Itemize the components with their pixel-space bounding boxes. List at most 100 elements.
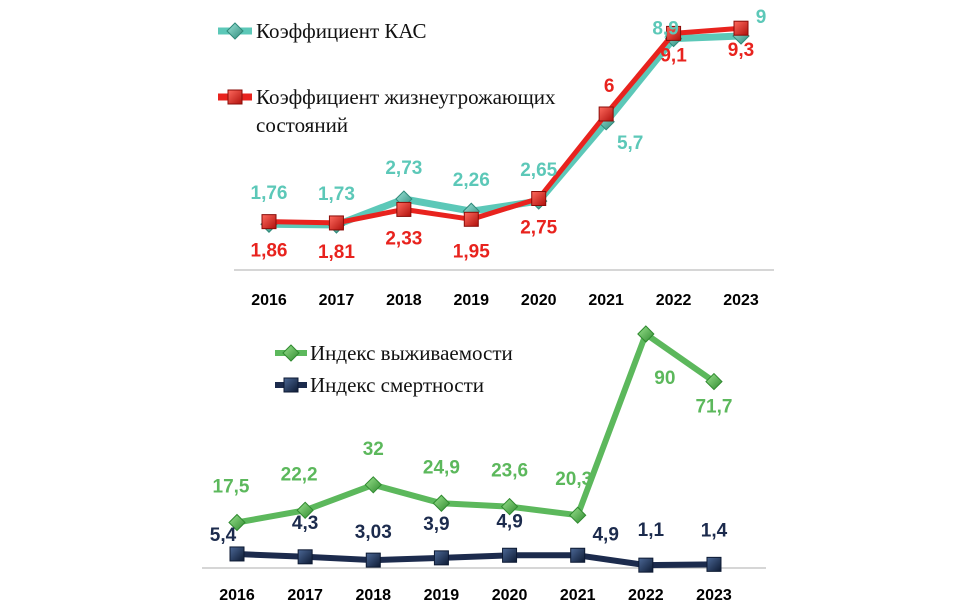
data-labels: 1,76 1,73 2,73 2,26 2,65 5,7 8,9 9 1,86 1,81 2,33 1… — [251, 7, 767, 263]
series-line — [234, 331, 717, 526]
data-point-square — [328, 215, 344, 231]
chart-legend: Коэффициент КАС Коэффициент жизнеугрожаю… — [218, 19, 561, 137]
data-label: 1,86 — [251, 241, 288, 262]
plot-area — [228, 325, 723, 573]
data-point-square — [638, 557, 654, 573]
data-point-square — [396, 201, 412, 217]
data-label: 3,9 — [423, 514, 449, 535]
legend-entry-mortality: Индекс смертности — [275, 373, 484, 397]
data-label: 5,4 — [210, 525, 237, 546]
x-tick-label: 2023 — [696, 587, 732, 604]
data-label: 3,03 — [355, 522, 392, 543]
data-label: 2,65 — [520, 160, 557, 181]
data-point-diamond — [705, 372, 723, 391]
x-tick-label: 2017 — [319, 292, 355, 309]
legend-label-line: состояний — [256, 113, 348, 137]
x-axis-ticks: 2016 2017 2018 2019 2020 2021 2022 2023 — [219, 587, 732, 604]
x-tick-label: 2020 — [492, 587, 528, 604]
data-label: 32 — [363, 439, 384, 460]
data-label: 71,7 — [695, 397, 732, 418]
data-point-square — [433, 550, 449, 566]
data-labels: 17,5 22,2 32 24,9 23,6 20,3 90 71,7 5,4 4,3 3,03 3,… — [210, 368, 733, 546]
series-line — [234, 551, 717, 569]
data-label: 20,3 — [555, 469, 592, 490]
legend-entry-survival: Индекс выживаемости — [275, 341, 513, 365]
x-tick-label: 2022 — [656, 292, 692, 309]
data-label: 9,1 — [660, 45, 687, 66]
x-tick-label: 2018 — [386, 292, 422, 309]
legend-entry-life-threatening: Коэффициент жизнеугрожающих состояний — [218, 85, 561, 137]
data-label: 22,2 — [281, 464, 318, 485]
x-tick-label: 2023 — [723, 292, 759, 309]
data-point-square — [531, 191, 547, 206]
legend-label-survival: Индекс выживаемости — [310, 341, 513, 365]
data-label: 6 — [604, 76, 615, 97]
data-label: 4,9 — [496, 511, 522, 532]
data-label: 1,81 — [318, 242, 355, 263]
data-label: 24,9 — [423, 457, 460, 478]
data-label: 1,76 — [251, 183, 288, 204]
legend-label-mortality: Индекс смертности — [310, 373, 484, 397]
chart-survival-mortality: Индекс выживаемости Индекс смертности 20… — [202, 325, 766, 604]
x-axis-ticks: 2016 2017 2018 2019 2020 2021 2022 2023 — [251, 292, 759, 309]
data-point-diamond — [364, 476, 382, 494]
data-label: 9,3 — [728, 40, 754, 61]
data-point-square — [297, 549, 313, 565]
data-label: 9 — [756, 7, 767, 28]
x-tick-label: 2021 — [560, 587, 596, 604]
x-tick-label: 2017 — [287, 587, 323, 604]
x-tick-label: 2016 — [219, 587, 255, 604]
data-point-square — [598, 106, 614, 122]
data-point-square — [365, 552, 381, 568]
data-point-square — [570, 547, 586, 563]
data-point-diamond — [637, 325, 655, 343]
data-label: 2,75 — [520, 218, 557, 239]
data-point-square — [463, 211, 479, 227]
legend-marker-square-icon — [283, 377, 299, 393]
legend-marker-diamond-icon — [282, 344, 300, 362]
x-tick-label: 2019 — [453, 292, 489, 309]
data-point-square — [502, 547, 518, 563]
data-label: 1,95 — [453, 241, 490, 262]
x-tick-label: 2021 — [588, 292, 624, 309]
data-point-diamond — [432, 494, 451, 512]
legend-label-line: Коэффициент жизнеугрожающих — [256, 85, 556, 109]
legend-label-life-threatening: Коэффициент жизнеугрожающих состояний — [256, 85, 561, 137]
data-point-square — [666, 25, 682, 41]
data-label: 8,9 — [652, 19, 678, 40]
legend-marker-square-icon — [227, 89, 243, 105]
data-point-square — [229, 546, 245, 562]
data-point-diamond — [296, 501, 314, 519]
data-label: 1,73 — [318, 184, 355, 205]
data-label: 4,9 — [592, 524, 618, 545]
data-point-square — [261, 214, 277, 230]
data-label: 90 — [654, 368, 675, 389]
data-label: 5,7 — [617, 133, 643, 154]
data-point-diamond — [568, 506, 587, 524]
legend-marker-diamond-icon — [226, 22, 244, 40]
data-point-square — [733, 20, 749, 36]
legend-label-kas: Коэффициент КАС — [256, 19, 427, 43]
data-label: 2,26 — [453, 170, 490, 191]
x-tick-label: 2018 — [355, 587, 391, 604]
x-tick-label: 2020 — [521, 292, 557, 309]
data-label: 23,6 — [491, 461, 528, 482]
series-line — [266, 25, 744, 226]
data-label: 1,1 — [638, 520, 665, 541]
data-label: 2,73 — [385, 158, 422, 179]
x-tick-label: 2019 — [424, 587, 460, 604]
data-label: 4,3 — [292, 513, 318, 534]
chart-legend: Индекс выживаемости Индекс смертности — [275, 341, 513, 397]
legend-entry-kas: Коэффициент КАС — [218, 19, 427, 43]
x-tick-label: 2016 — [251, 292, 287, 309]
data-point-square — [706, 556, 722, 572]
data-label: 1,4 — [701, 520, 728, 541]
plot-area — [260, 20, 750, 234]
data-point-diamond — [228, 513, 246, 532]
data-label: 2,33 — [385, 228, 422, 249]
x-tick-label: 2022 — [628, 587, 664, 604]
data-point-diamond — [500, 497, 519, 516]
data-label: 17,5 — [213, 477, 250, 498]
chart-kas-coefficients: Коэффициент КАС Коэффициент жизнеугрожаю… — [218, 7, 774, 309]
